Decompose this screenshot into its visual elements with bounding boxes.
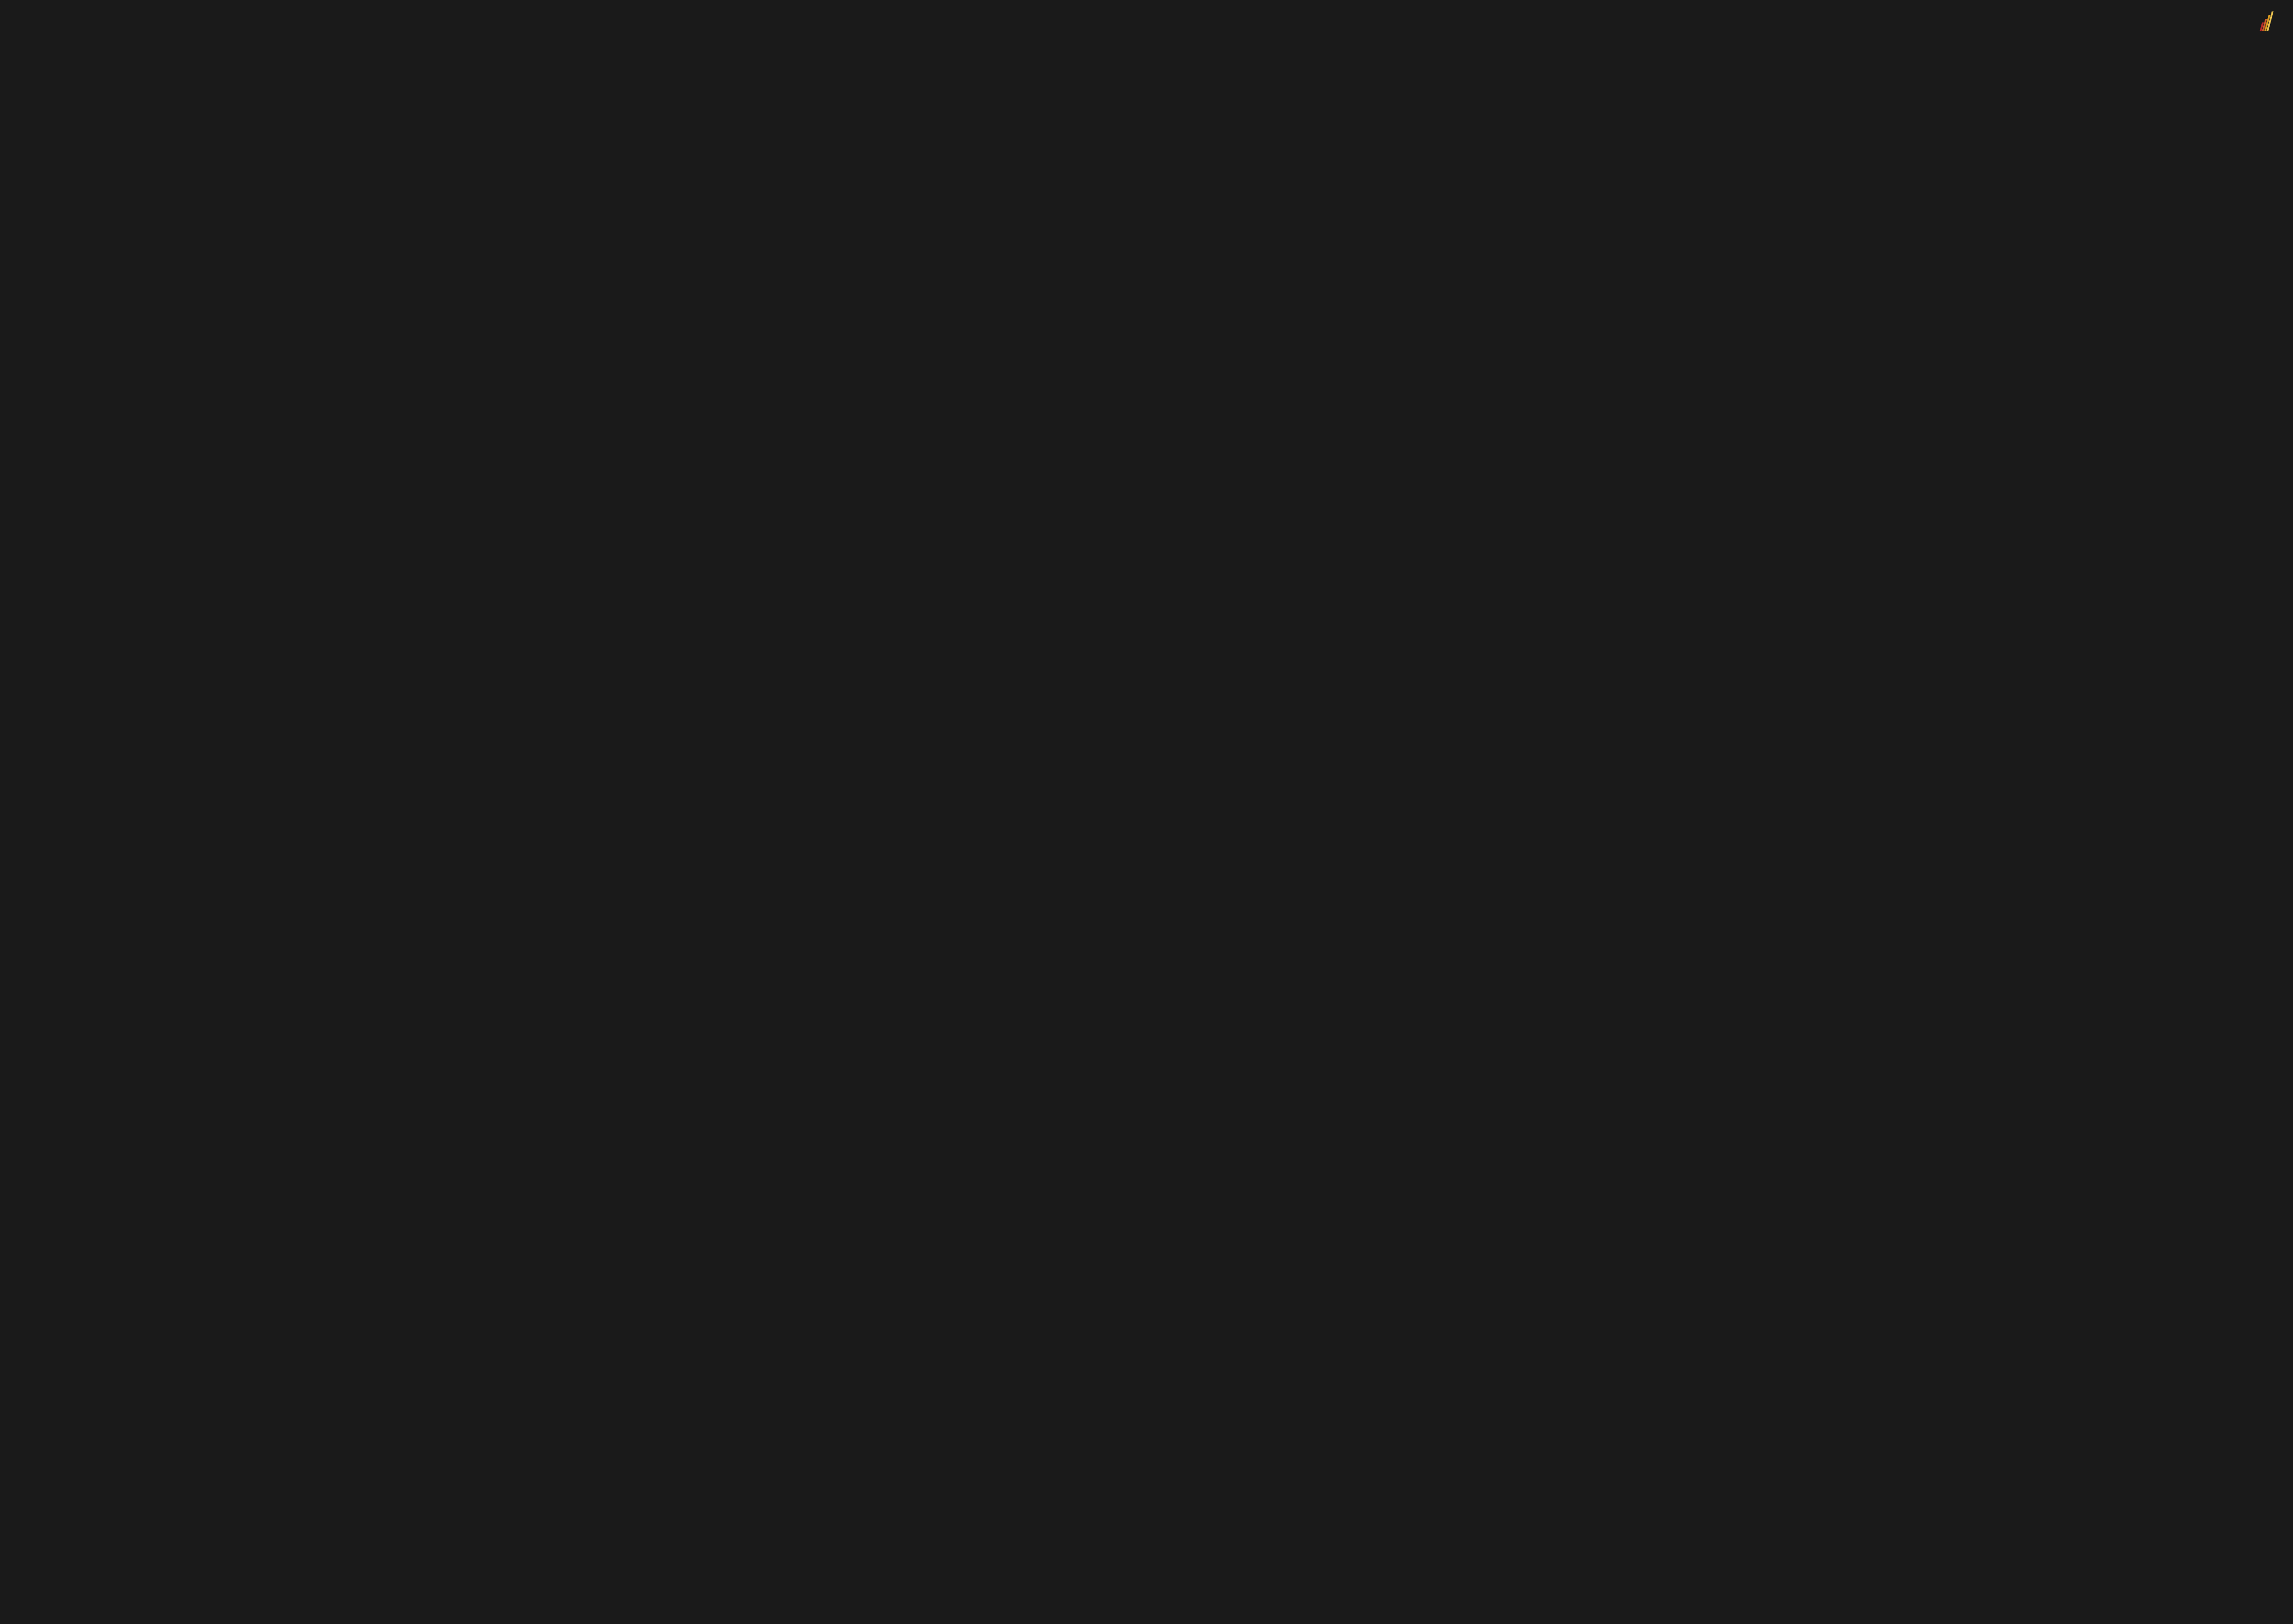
threat-chart [37,21,2265,1535]
chart-area [37,21,2265,1535]
